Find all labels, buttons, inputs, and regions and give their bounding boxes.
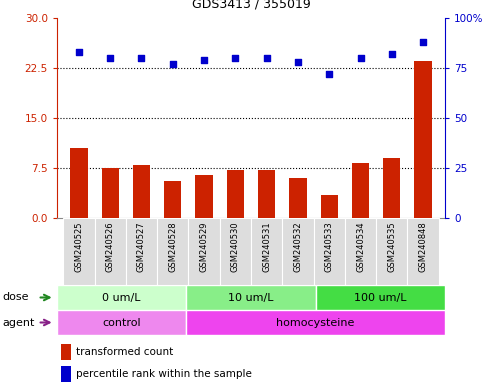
Text: GSM240525: GSM240525 — [74, 221, 84, 272]
Bar — [227, 170, 244, 218]
Text: 0 um/L: 0 um/L — [102, 293, 141, 303]
Bar — [376, 218, 408, 285]
Text: GSM240535: GSM240535 — [387, 221, 397, 272]
Bar — [196, 175, 213, 218]
Text: GSM240529: GSM240529 — [199, 221, 209, 272]
Text: homocysteine: homocysteine — [276, 318, 355, 328]
Text: GSM240848: GSM240848 — [419, 221, 427, 272]
Text: transformed count: transformed count — [76, 347, 174, 358]
Bar — [133, 165, 150, 218]
Bar — [101, 168, 119, 218]
Text: GSM240533: GSM240533 — [325, 221, 334, 272]
Point — [231, 55, 239, 61]
Bar — [157, 218, 188, 285]
Text: GSM240530: GSM240530 — [231, 221, 240, 272]
Bar — [251, 218, 282, 285]
Point — [356, 55, 364, 61]
Bar — [352, 163, 369, 218]
Point — [419, 39, 427, 45]
Text: 10 um/L: 10 um/L — [228, 293, 274, 303]
Bar — [61, 366, 71, 382]
Bar — [188, 218, 220, 285]
Point — [294, 59, 302, 65]
Bar — [220, 218, 251, 285]
Bar — [164, 181, 182, 218]
Text: GSM240527: GSM240527 — [137, 221, 146, 272]
Point — [106, 55, 114, 61]
Text: agent: agent — [2, 318, 35, 328]
Bar — [414, 61, 432, 218]
Point — [263, 55, 270, 61]
Text: control: control — [102, 318, 141, 328]
Bar — [186, 310, 445, 335]
Point — [138, 55, 145, 61]
Text: GSM240532: GSM240532 — [294, 221, 302, 272]
Bar — [95, 218, 126, 285]
Bar — [383, 158, 400, 218]
Bar — [57, 285, 186, 310]
Bar — [321, 195, 338, 218]
Bar — [289, 178, 307, 218]
Bar — [258, 170, 275, 218]
Bar — [186, 285, 316, 310]
Text: GSM240526: GSM240526 — [106, 221, 114, 272]
Text: GSM240528: GSM240528 — [168, 221, 177, 272]
Bar — [316, 285, 445, 310]
Text: GSM240534: GSM240534 — [356, 221, 365, 272]
Text: 100 um/L: 100 um/L — [354, 293, 407, 303]
Bar — [63, 218, 95, 285]
Text: dose: dose — [2, 293, 29, 303]
Text: GDS3413 / 355019: GDS3413 / 355019 — [192, 0, 311, 10]
Text: percentile rank within the sample: percentile rank within the sample — [76, 369, 252, 379]
Point — [326, 71, 333, 77]
Bar — [57, 310, 186, 335]
Bar — [313, 218, 345, 285]
Bar — [345, 218, 376, 285]
Bar — [408, 218, 439, 285]
Bar — [126, 218, 157, 285]
Point — [200, 57, 208, 63]
Text: GSM240531: GSM240531 — [262, 221, 271, 272]
Bar — [71, 148, 87, 218]
Bar — [282, 218, 313, 285]
Point — [388, 51, 396, 57]
Bar — [61, 344, 71, 360]
Point — [169, 61, 177, 67]
Point — [75, 49, 83, 55]
